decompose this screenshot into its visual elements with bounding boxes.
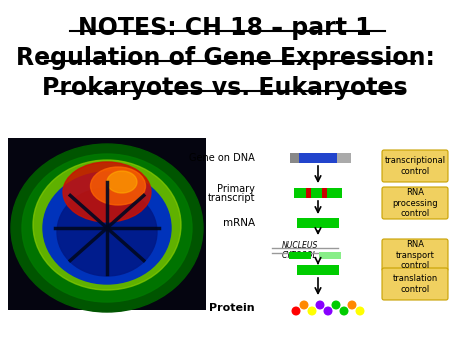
FancyBboxPatch shape <box>382 150 448 182</box>
Ellipse shape <box>11 144 203 312</box>
Ellipse shape <box>57 188 157 276</box>
Circle shape <box>308 307 316 315</box>
FancyBboxPatch shape <box>321 188 327 198</box>
Circle shape <box>340 307 348 315</box>
FancyBboxPatch shape <box>382 268 448 300</box>
Text: RNA
processing
control: RNA processing control <box>392 188 438 218</box>
FancyBboxPatch shape <box>299 153 337 163</box>
Circle shape <box>332 301 340 309</box>
Circle shape <box>316 301 324 309</box>
FancyBboxPatch shape <box>294 188 342 198</box>
FancyBboxPatch shape <box>319 251 341 259</box>
Text: Gene on DNA: Gene on DNA <box>189 153 255 163</box>
FancyBboxPatch shape <box>290 153 302 163</box>
Ellipse shape <box>63 162 151 222</box>
Circle shape <box>348 301 356 309</box>
FancyBboxPatch shape <box>382 187 448 219</box>
Text: transcriptional
control: transcriptional control <box>384 156 446 176</box>
FancyBboxPatch shape <box>289 251 311 259</box>
Text: Primary: Primary <box>217 184 255 194</box>
Text: mRNA: mRNA <box>223 218 255 228</box>
Ellipse shape <box>43 172 171 284</box>
Text: NOTES: CH 18 – part 1: NOTES: CH 18 – part 1 <box>78 16 372 40</box>
FancyBboxPatch shape <box>8 138 206 310</box>
Circle shape <box>300 301 308 309</box>
Text: Prokaryotes vs. Eukaryotes: Prokaryotes vs. Eukaryotes <box>42 76 408 100</box>
Text: Protein: Protein <box>209 303 255 313</box>
Ellipse shape <box>33 160 181 290</box>
FancyBboxPatch shape <box>297 218 339 228</box>
FancyBboxPatch shape <box>306 188 310 198</box>
Text: translation
control: translation control <box>392 274 437 294</box>
Ellipse shape <box>90 167 145 205</box>
Circle shape <box>292 307 300 315</box>
Text: CYTOSOL: CYTOSOL <box>282 250 318 260</box>
FancyBboxPatch shape <box>297 265 339 275</box>
Ellipse shape <box>22 154 192 302</box>
Circle shape <box>356 307 364 315</box>
Text: NUCLEUS: NUCLEUS <box>282 241 318 249</box>
Text: RNA
transport
control: RNA transport control <box>396 240 434 270</box>
Text: Regulation of Gene Expression:: Regulation of Gene Expression: <box>16 46 434 70</box>
Text: transcript: transcript <box>207 193 255 203</box>
Circle shape <box>324 307 332 315</box>
Ellipse shape <box>107 171 137 193</box>
FancyBboxPatch shape <box>337 153 351 163</box>
FancyBboxPatch shape <box>382 239 448 271</box>
